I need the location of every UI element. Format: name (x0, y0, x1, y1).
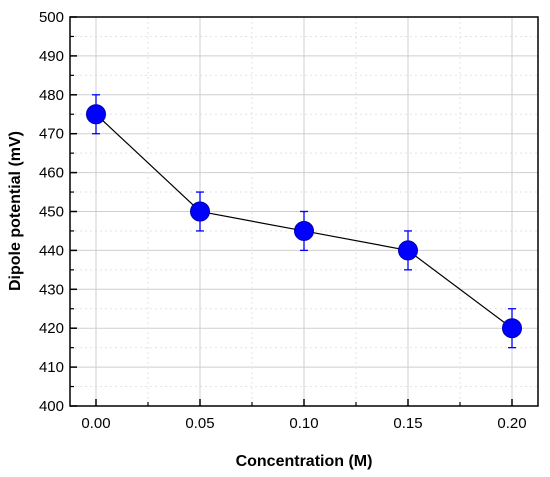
plot-frame (69, 16, 539, 407)
y-axis-title: Dipole potential (mV) (7, 131, 24, 291)
y-tick-label: 420 (39, 320, 64, 337)
x-tick-label: 0.00 (81, 415, 110, 432)
data-point (294, 220, 314, 241)
y-tick-label: 430 (39, 281, 64, 298)
x-tick-label: 0.05 (185, 415, 214, 432)
y-tick-label: 450 (39, 204, 64, 221)
data-point (190, 201, 210, 222)
data-point (398, 240, 418, 261)
x-axis-title: Concentration (M) (236, 453, 373, 470)
data-point (86, 104, 106, 125)
y-tick-label: 440 (39, 242, 64, 259)
y-tick-label: 500 (39, 9, 64, 26)
data-point (502, 318, 522, 339)
x-tick-label: 0.10 (289, 415, 318, 432)
y-tick-label: 410 (39, 359, 64, 376)
data-points (86, 104, 522, 339)
x-tick-label: 0.20 (497, 415, 526, 432)
y-tick-label: 480 (39, 87, 64, 104)
y-tick-label: 400 (39, 398, 64, 415)
y-tick-label: 490 (39, 48, 64, 65)
y-tick-labels: 400 410 420 430 440 450 460 470 480 490 500 (39, 9, 64, 415)
x-tick-labels: 0.00 0.05 0.10 0.15 0.20 (81, 415, 526, 432)
y-tick-label: 470 (39, 126, 64, 143)
y-tick-label: 460 (39, 165, 64, 182)
x-tick-label: 0.15 (393, 415, 422, 432)
